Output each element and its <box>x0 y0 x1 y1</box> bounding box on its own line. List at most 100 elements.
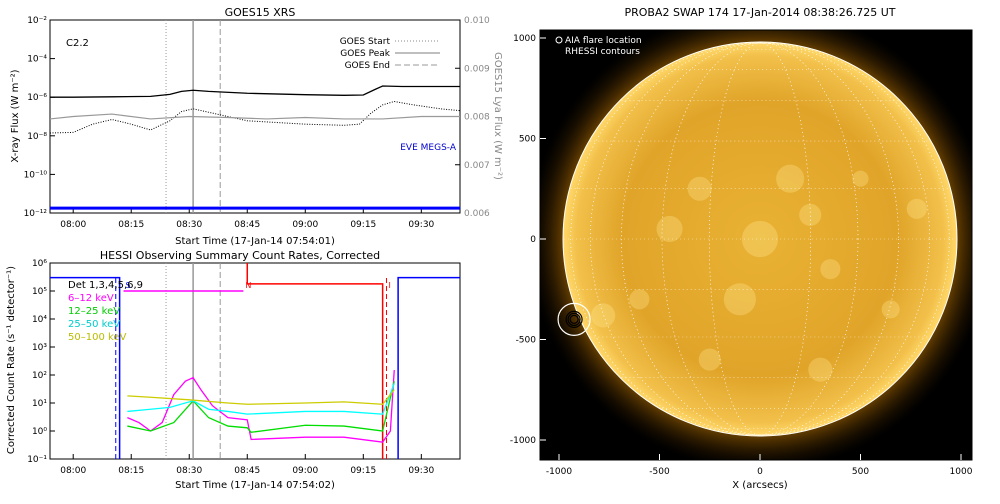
flare-markers <box>557 302 591 336</box>
goes-legend-start: GOES Start <box>340 37 391 47</box>
goes-x-tick-label: 09:15 <box>350 220 376 230</box>
solar-limb <box>562 41 958 437</box>
legend-rhessi: RHESSI contours <box>565 47 640 57</box>
sun-bright-region <box>799 203 822 226</box>
hessi-x-tick-label: 08:15 <box>118 466 144 476</box>
goes-y2-tick-label: 0.008 <box>464 113 490 123</box>
hessi-y-tick-label: 10⁵ <box>32 287 47 297</box>
sun-bright-region <box>881 300 900 319</box>
sun-bright-region <box>698 348 721 371</box>
goes-y-tick-label: 10⁻⁶ <box>27 93 47 103</box>
goes-x-tick-label: 08:30 <box>176 220 202 230</box>
sun-bright-region <box>852 170 869 187</box>
sun-bright-region <box>629 289 650 310</box>
swap-x-tick-label: -500 <box>649 467 670 477</box>
goes-x-tick-label: 08:45 <box>234 220 260 230</box>
legend-det: Det 1,3,4,5,6,9 <box>68 280 143 291</box>
goes-x-tick-label: 09:00 <box>292 220 318 230</box>
hessi-x-label: Start Time (17-Jan-14 07:54:02) <box>175 480 335 491</box>
goes-x-tick-label: 08:00 <box>60 220 86 230</box>
aia-flare-circle <box>557 302 591 336</box>
hessi-y-tick-label: 10⁰ <box>32 427 47 437</box>
hessi-y-tick-label: 10³ <box>32 343 47 353</box>
hessi-series-0 <box>127 370 395 443</box>
legend-25-50: 25–50 keV <box>68 319 120 330</box>
swap-x-label: X (arcsecs) <box>732 480 788 491</box>
hessi-x-axis: 08:00 08:15 08:30 08:45 09:00 09:15 09:30 <box>60 454 435 476</box>
swap-y-tick-label: -1000 <box>510 436 536 446</box>
grid-longitude <box>661 42 859 436</box>
hessi-y-tick-label: 10⁶ <box>32 259 47 269</box>
swap-panel: PROBA2 SWAP 174 17-Jan-2014 08:38:26.725… <box>510 6 973 491</box>
goes-plot-area <box>49 20 461 213</box>
goes-y2-tick-label: 0.006 <box>464 209 490 219</box>
swap-y-tick-label: 0 <box>530 235 536 245</box>
goes-y-tick-label: 10⁻² <box>27 16 47 26</box>
hessi-marker-I: I <box>389 281 391 290</box>
sun-bright-region <box>723 283 756 316</box>
goes-legend-peak: GOES Peak <box>340 49 390 59</box>
swap-title: PROBA2 SWAP 174 17-Jan-2014 08:38:26.725… <box>624 6 895 19</box>
goes-y2-label: GOES15 Lya Flux (W m⁻²) <box>492 52 503 180</box>
goes-y-tick-label: 10⁻¹⁰ <box>24 170 48 180</box>
hessi-y-tick-label: 10⁴ <box>32 315 47 325</box>
legend-rhessi-marker <box>555 47 563 55</box>
swap-x-tick-label: 1000 <box>950 467 973 477</box>
goes-legend: GOES Start GOES Peak GOES End <box>340 37 440 71</box>
swap-x-axis: -1000 -500 0 500 1000 <box>546 454 973 477</box>
hessi-x-tick-label: 09:15 <box>350 466 376 476</box>
hessi-panel: HESSI Observing Summary Count Rates, Cor… <box>6 249 461 491</box>
eve-label: EVE MEGS-A <box>400 143 457 153</box>
legend-aia-marker <box>555 36 563 44</box>
legend-6-12: 6–12 keV <box>68 293 114 304</box>
hessi-y-tick-label: 10² <box>32 371 47 381</box>
goes-y-tick-label: 10⁻¹² <box>24 209 48 219</box>
sun-disk <box>563 42 957 436</box>
sun-bright-region <box>906 198 927 219</box>
sun-bright-region <box>776 164 805 193</box>
swap-x-tick-label: 500 <box>852 467 869 477</box>
goes-series-lya <box>49 113 460 120</box>
sun-bright-region <box>687 176 712 201</box>
swap-x-tick-label: -1000 <box>546 467 572 477</box>
swap-y-axis: -1000 -500 0 500 1000 <box>510 34 546 446</box>
hessi-state-after <box>397 276 460 459</box>
rhessi-contour <box>569 314 579 324</box>
hessi-legend: Det 1,3,4,5,6,9 6–12 keV 12–25 keV 25–50… <box>68 280 143 343</box>
goes-flare-class: C2.2 <box>66 38 89 49</box>
goes-x-axis: 08:00 08:15 08:30 08:45 09:00 09:15 09:30 <box>60 208 435 230</box>
heliographic-grid <box>564 42 956 436</box>
hessi-x-tick-label: 08:45 <box>234 466 260 476</box>
grid-longitude <box>570 42 950 436</box>
hessi-x-tick-label: 08:00 <box>60 466 86 476</box>
goes-y2-tick-label: 0.009 <box>464 64 490 74</box>
swap-y-tick-label: 1000 <box>513 34 536 44</box>
legend-50-100: 50–100 keV <box>68 332 127 343</box>
legend-aia: AIA flare location <box>565 36 642 46</box>
hessi-state-attenuator <box>50 276 121 459</box>
hessi-x-tick-label: 09:00 <box>292 466 318 476</box>
grid-longitude <box>621 42 899 436</box>
sun-bright-region <box>808 357 833 382</box>
hessi-frame <box>49 262 461 460</box>
swap-frame <box>539 29 973 461</box>
hessi-y-label: Corrected Count Rate (s⁻¹ detector⁻¹) <box>6 266 17 454</box>
hessi-series-3 <box>127 389 395 405</box>
goes-y2-tick-label: 0.010 <box>464 16 490 26</box>
hessi-title: HESSI Observing Summary Count Rates, Cor… <box>100 249 380 262</box>
hessi-x-tick-label: 08:30 <box>176 466 202 476</box>
hessi-series-2 <box>127 383 395 415</box>
hessi-marker-N: N <box>245 281 251 290</box>
swap-y-tick-label: 500 <box>519 135 536 145</box>
goes-title: GOES15 XRS <box>225 6 296 19</box>
goes-series-long <box>50 85 460 98</box>
hessi-x-tick-label: 09:30 <box>408 466 434 476</box>
goes-panel: GOES15 XRS 10⁻¹² 10⁻¹⁰ 10⁻⁸ 10⁻⁶ 10⁻⁴ 10⁻² 0.… <box>10 6 503 247</box>
goes-legend-end: GOES End <box>345 61 390 71</box>
hessi-series-1 <box>127 381 395 433</box>
rhessi-contour <box>565 310 583 328</box>
goes-y2-tick-label: 0.007 <box>464 161 490 171</box>
sun-bright-region <box>591 303 616 328</box>
